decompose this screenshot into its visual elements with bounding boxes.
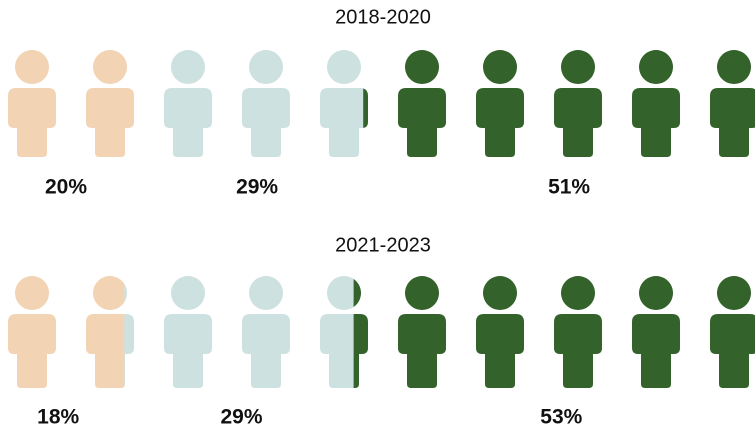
icon-segment (320, 276, 354, 388)
icon-segment (554, 276, 602, 388)
icon-segment (710, 276, 755, 388)
icon-row (8, 50, 755, 157)
icon-segment (242, 50, 290, 157)
icon-segment (476, 50, 524, 157)
value-label: 20% (45, 176, 87, 199)
icon-segment (554, 50, 602, 157)
icon-segment (86, 276, 125, 388)
value-label: 51% (548, 176, 590, 199)
value-label: 29% (220, 406, 262, 429)
icon-segment (363, 50, 368, 157)
icon-segment (164, 276, 212, 388)
icon-segment (353, 276, 368, 388)
icon-segment (632, 50, 680, 157)
value-label: 18% (37, 406, 79, 429)
icon-segment (398, 50, 446, 157)
icon-segment (398, 276, 446, 388)
icon-row (8, 276, 755, 388)
icon-segment (86, 50, 134, 157)
icon-segment (632, 276, 680, 388)
icon-segment (164, 50, 212, 157)
icon-segment (8, 50, 56, 157)
chart-title: 2018-2020 (335, 6, 431, 28)
icon-segment (8, 276, 56, 388)
icon-segment (242, 276, 290, 388)
icon-segment (476, 276, 524, 388)
icon-segment (124, 276, 134, 388)
icon-segment (320, 50, 364, 157)
value-label: 53% (540, 406, 582, 429)
chart-title: 2021-2023 (335, 234, 431, 256)
icon-segment (710, 50, 755, 157)
value-label: 29% (236, 176, 278, 199)
